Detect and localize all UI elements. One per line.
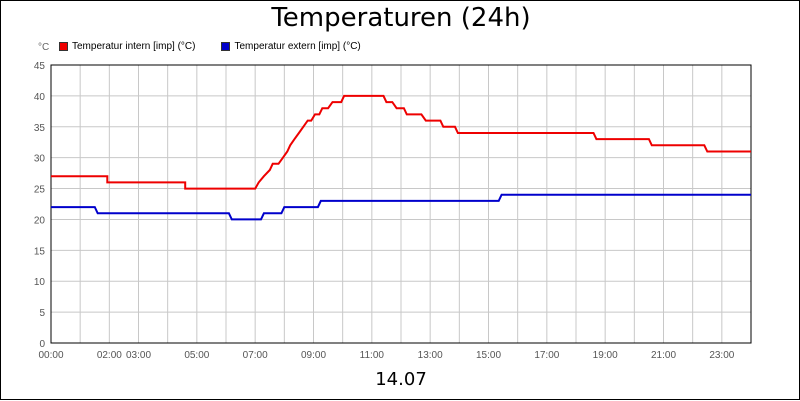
legend: Temperatur intern [imp] (°C) Temperatur …	[59, 39, 387, 53]
legend-label-extern: Temperatur extern [imp] (°C)	[234, 40, 361, 52]
x-tick-label: 23:00	[709, 350, 734, 361]
y-tick-label: 25	[34, 185, 46, 196]
chart-title: Temperaturen (24h)	[271, 3, 531, 33]
series-line-intern	[51, 94, 751, 190]
series-line-extern	[51, 193, 751, 221]
legend-swatch-intern	[59, 41, 68, 51]
x-tick-label: 11:00	[360, 350, 385, 361]
x-tick-label: 09:00	[301, 350, 326, 361]
y-tick-label: 30	[34, 154, 46, 165]
plot-area-border	[50, 64, 752, 344]
y-tick-label: 40	[34, 92, 46, 103]
legend-swatch-extern	[221, 41, 231, 51]
y-tick-label: 0	[39, 339, 45, 350]
x-tick-label: 02:00	[97, 350, 122, 361]
x-tick-label: 03:00	[126, 350, 151, 361]
y-tick-label: 15	[34, 246, 46, 257]
y-tick-label: 5	[39, 308, 45, 319]
y-tick-label: 20	[34, 215, 46, 226]
legend-label-intern: Temperatur intern [imp] (°C)	[72, 40, 196, 52]
x-tick-label: 00:00	[38, 350, 63, 361]
y-axis-unit: °C	[38, 42, 50, 53]
date-label: 14.07	[375, 369, 427, 390]
x-tick-label: 13:00	[418, 350, 443, 361]
x-tick-label: 21:00	[651, 350, 676, 361]
y-tick-label: 35	[34, 123, 46, 134]
y-tick-label: 10	[34, 277, 46, 288]
x-tick-label: 15:00	[476, 350, 501, 361]
x-tick-label: 17:00	[534, 350, 559, 361]
y-tick-label: 45	[34, 61, 46, 72]
x-tick-label: 07:00	[243, 350, 268, 361]
legend-item-extern: Temperatur extern [imp] (°C)	[221, 40, 361, 52]
legend-item-intern: Temperatur intern [imp] (°C)	[59, 41, 195, 52]
x-tick-label: 19:00	[593, 350, 618, 361]
x-tick-label: 05:00	[184, 350, 209, 361]
